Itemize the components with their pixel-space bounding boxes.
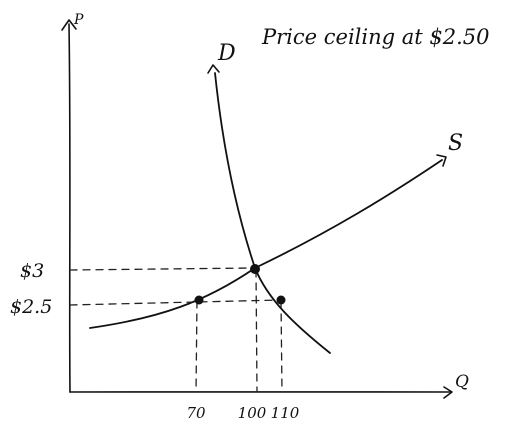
supply-curve [89, 159, 443, 329]
price-tick-label: $2.5 [10, 296, 52, 318]
quantity-110-guide [280, 300, 283, 393]
demand-curve-label: D [217, 41, 236, 66]
equilibrium-point [250, 264, 260, 274]
price-axis-label: P [73, 12, 84, 28]
demand-curve-arrow-icon [207, 64, 220, 74]
price-axis [68, 23, 71, 393]
diagram-title: Price ceiling at $2.50 [261, 25, 489, 49]
quantity-axis [69, 390, 451, 394]
quantity-100-guide [255, 269, 258, 393]
ceiling-supply-point [194, 295, 204, 305]
price-axis-arrow-icon [61, 19, 77, 31]
price-tick-label: $3 [20, 260, 44, 282]
quantity-axis-label: Q [455, 372, 469, 392]
quantity-tick-label: 70 [186, 404, 206, 422]
demand-curve [214, 72, 331, 354]
supply-curve-arrow-icon [436, 154, 447, 167]
ceiling-price-guide [69, 299, 282, 306]
equilibrium-price-guide [69, 267, 255, 271]
supply-curve-label: S [448, 131, 463, 156]
ceiling-demand-point [276, 295, 286, 305]
quantity-tick-label: 100 [238, 404, 267, 422]
quantity-70-guide [195, 300, 198, 393]
quantity-axis-arrow-icon [443, 386, 453, 399]
quantity-tick-label: 110 [271, 404, 300, 422]
